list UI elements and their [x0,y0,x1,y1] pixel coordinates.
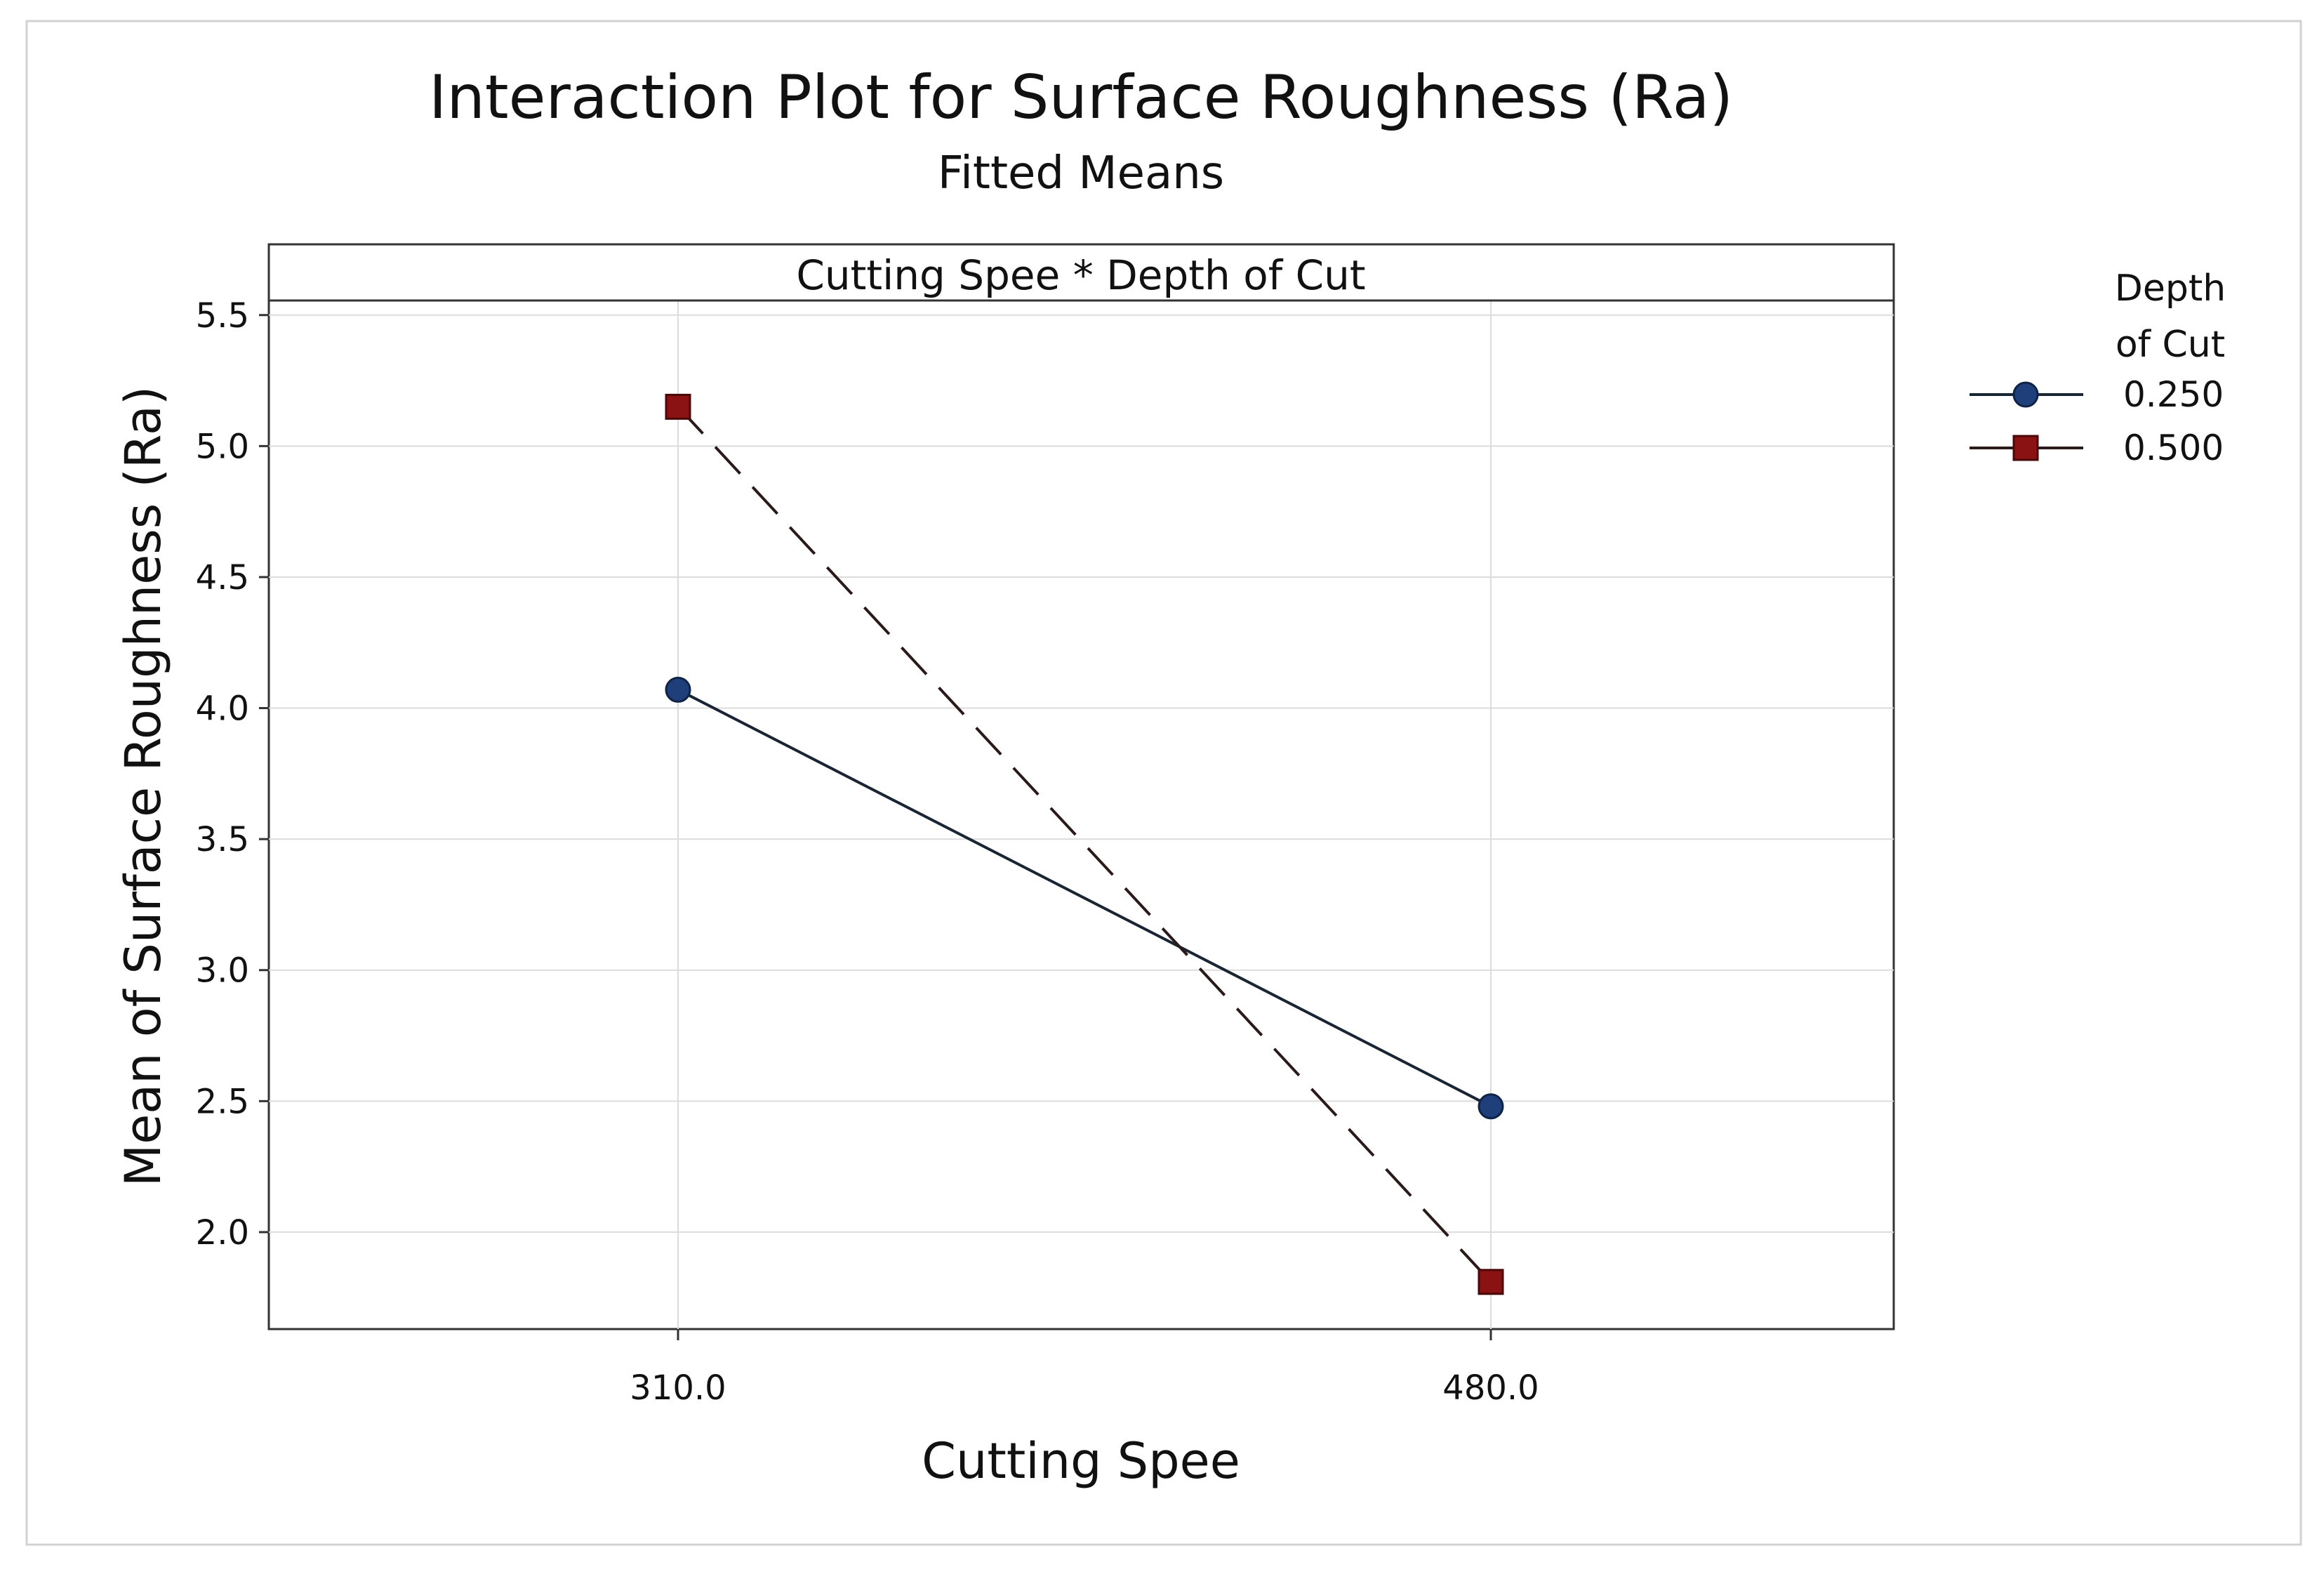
y-tick-label: 5.5 [196,296,249,336]
legend-label: 0.250 [2123,374,2224,415]
series-markers [665,393,1504,1295]
plot-area [267,243,1895,1330]
y-axis-label: Mean of Surface Roughness (Ra) [114,386,172,1187]
series-lines [677,406,1492,1283]
chart-subtitle: Fitted Means [938,147,1224,199]
legend-title-line2: of Cut [2116,324,2225,366]
y-tick-label: 3.5 [196,820,249,859]
data-point-0.500 [1478,1269,1504,1295]
x-axis-label: Cutting Spee [922,1432,1240,1490]
y-tick-label: 4.0 [196,689,249,729]
x-axis: 310.0 480.0 [630,1329,1539,1408]
gridlines [269,300,1894,1329]
series-line-0.500 [677,406,1492,1283]
legend: Depth of Cut 0.250 0.500 [1970,267,2226,468]
legend-marker-0.500 [2012,435,2039,461]
x-tick-label: 310.0 [630,1368,726,1408]
chart-title: Interaction Plot for Surface Roughness (… [429,62,1733,133]
series-line-0.250 [677,688,1492,1108]
data-point-0.250 [1478,1093,1504,1120]
y-axis: 2.0 2.5 3.0 3.5 4.0 4.5 5.0 5.5 [196,296,269,1253]
y-tick-label: 4.5 [196,558,249,597]
y-tick-label: 2.5 [196,1082,249,1121]
legend-title-line1: Depth [2115,267,2226,310]
y-tick-label: 2.0 [196,1213,249,1253]
data-point-0.500 [665,393,691,420]
y-tick-label: 5.0 [196,427,249,466]
legend-label: 0.500 [2123,428,2224,468]
data-point-0.250 [665,676,691,703]
x-tick-label: 480.0 [1442,1368,1539,1408]
legend-marker-0.250 [2012,381,2039,408]
y-tick-label: 3.0 [196,951,249,991]
panel-title: Cutting Spee * Depth of Cut [796,251,1365,299]
